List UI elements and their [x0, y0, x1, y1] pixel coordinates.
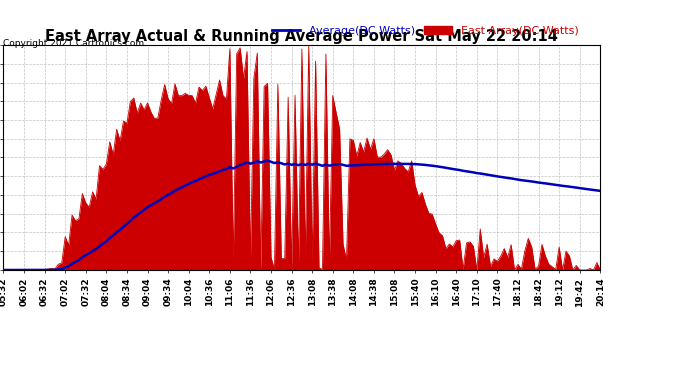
Title: East Array Actual & Running Average Power Sat May 22 20:14: East Array Actual & Running Average Powe…: [46, 29, 558, 44]
Legend: Average(DC Watts), East Array(DC Watts): Average(DC Watts), East Array(DC Watts): [268, 21, 583, 40]
Text: Copyright 2021 Cartronics.com: Copyright 2021 Cartronics.com: [3, 39, 145, 48]
